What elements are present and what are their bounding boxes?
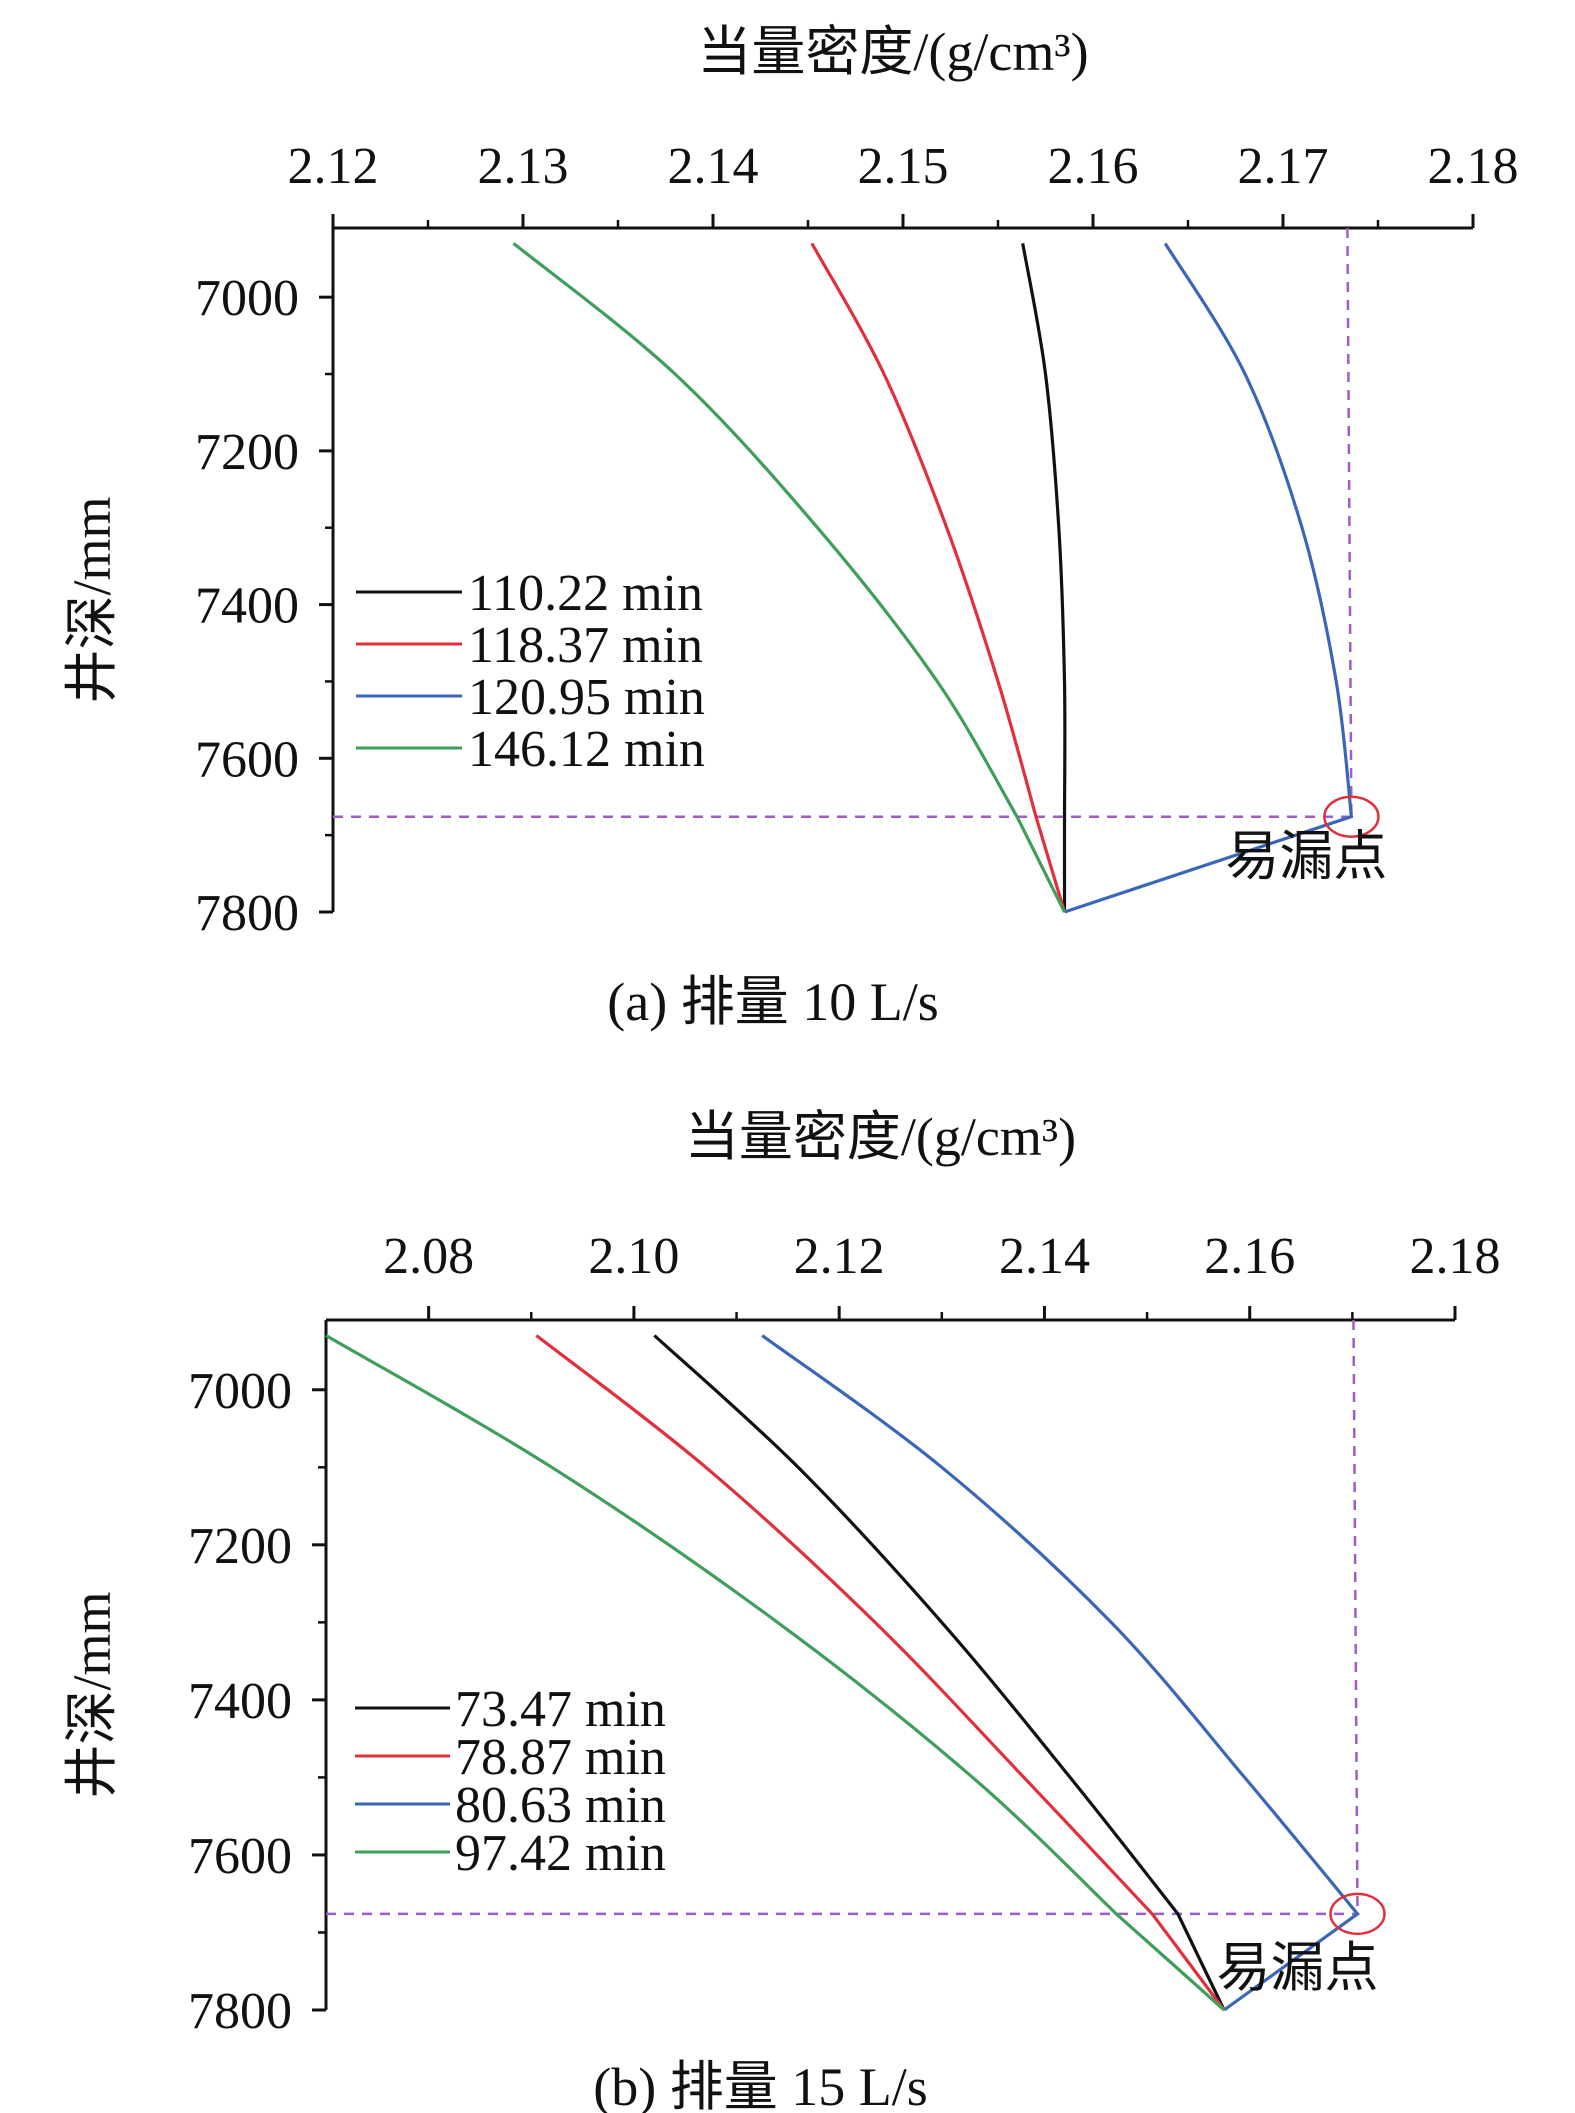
series-line-2 <box>810 242 1067 913</box>
x-tick-label: 2.08 <box>383 1228 474 1285</box>
x-tick-label: 2.13 <box>478 138 569 195</box>
x-tick-label: 2.16 <box>1204 1228 1295 1285</box>
legend-label: 80.63 min <box>455 1777 666 1834</box>
x-tick-label: 2.18 <box>1428 138 1519 195</box>
x-tick-label: 2.12 <box>794 1228 885 1285</box>
guide-line-vertical <box>1352 1319 1359 1914</box>
legend-label: 110.22 min <box>468 565 703 622</box>
y-tick-label: 7000 <box>188 1363 292 1420</box>
legend-label: 78.87 min <box>455 1729 666 1786</box>
leak-point-label: 易漏点 <box>1225 827 1387 887</box>
leak-point-marker <box>1323 795 1380 838</box>
x-tick-label: 2.14 <box>999 1228 1090 1285</box>
panel-caption: (a) 排量 10 L/s <box>607 972 938 1032</box>
leak-point-marker <box>1329 1892 1386 1936</box>
chart-panel-a: 2.12 2.13 2.14 2.15 2.16 2.17 2.18 7000 7200 7400… <box>62 22 1519 1032</box>
legend-label: 73.47 min <box>455 1681 666 1738</box>
y-tick-label: 7800 <box>188 1983 292 2040</box>
x-tick-label: 2.17 <box>1238 138 1329 195</box>
x-axis-title: 当量密度/(g/cm³) <box>697 22 1088 82</box>
y-tick-label: 7200 <box>188 1518 292 1575</box>
x-tick-label: 2.15 <box>858 138 949 195</box>
x-tick-label: 2.18 <box>1410 1228 1501 1285</box>
series-line-1 <box>1021 243 1067 912</box>
x-tick-label: 2.14 <box>668 138 759 195</box>
series-line-4 <box>512 242 1066 913</box>
y-tick-label: 7800 <box>195 885 299 942</box>
x-axis-title: 当量密度/(g/cm³) <box>685 1107 1076 1167</box>
series-line-4 <box>325 1334 1226 2012</box>
y-tick-label: 7000 <box>195 270 299 327</box>
y-axis-title: 井深/mm <box>62 496 122 703</box>
y-axis-title: 井深/mm <box>62 1591 122 1798</box>
legend-label: 97.42 min <box>455 1825 666 1882</box>
x-tick-label: 2.10 <box>588 1228 679 1285</box>
y-tick-label: 7400 <box>195 578 299 635</box>
leak-point-label: 易漏点 <box>1216 1938 1378 1998</box>
panel-caption: (b) 排量 15 L/s <box>593 2057 927 2113</box>
series-line-2 <box>535 1334 1226 2011</box>
series-line-3 <box>761 1334 1360 2012</box>
y-tick-label: 7200 <box>195 424 299 481</box>
legend-label: 120.95 min <box>468 669 705 726</box>
legend-label: 146.12 min <box>468 721 705 778</box>
series-line-3 <box>1063 242 1354 914</box>
series-line-1 <box>653 1334 1226 2011</box>
legend-label: 118.37 min <box>468 617 703 674</box>
y-tick-label: 7600 <box>188 1828 292 1885</box>
x-tick-label: 2.12 <box>288 138 379 195</box>
y-tick-label: 7600 <box>195 731 299 788</box>
guide-line-vertical <box>1346 227 1353 817</box>
chart-panel-b: 2.08 2.10 2.12 2.14 2.16 2.18 7000 7200 7400 7600… <box>62 1107 1501 2113</box>
y-tick-label: 7400 <box>188 1673 292 1730</box>
x-tick-label: 2.16 <box>1048 138 1139 195</box>
